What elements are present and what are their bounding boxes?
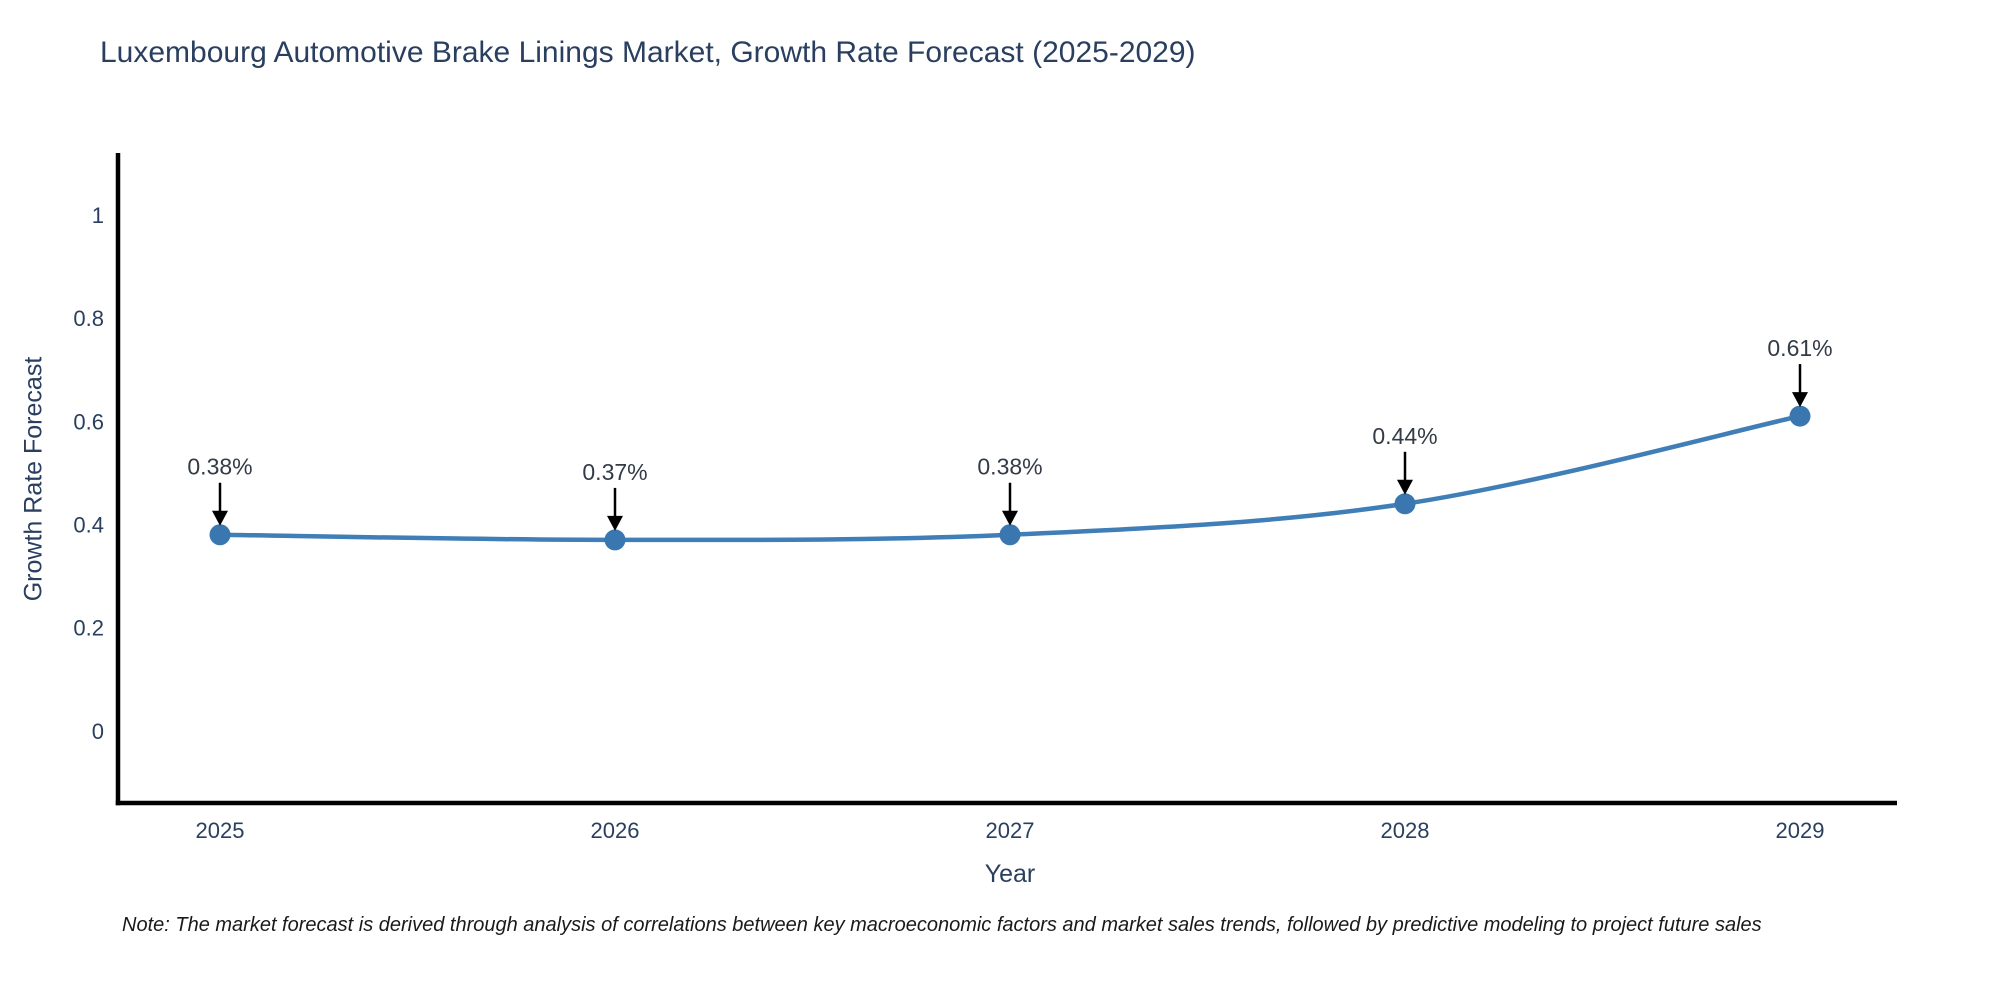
y-tick-label: 0.2 bbox=[73, 616, 104, 641]
annotation-arrowhead bbox=[212, 510, 228, 526]
data-point-label: 0.61% bbox=[1767, 335, 1832, 361]
data-point-marker[interactable] bbox=[999, 524, 1021, 546]
data-point-marker[interactable] bbox=[604, 529, 626, 551]
annotation-arrowhead bbox=[1792, 392, 1808, 408]
data-point-label: 0.37% bbox=[582, 459, 647, 485]
annotation-arrowhead bbox=[1002, 510, 1018, 526]
y-tick-label: 0.6 bbox=[73, 409, 104, 434]
y-tick-label: 0.8 bbox=[73, 306, 104, 331]
x-tick-label: 2028 bbox=[1381, 818, 1430, 843]
x-axis-title: Year bbox=[984, 860, 1036, 888]
y-tick-label: 0.4 bbox=[73, 512, 104, 537]
data-point-label: 0.44% bbox=[1372, 423, 1437, 449]
data-point-marker[interactable] bbox=[209, 524, 231, 546]
y-tick-label: 0 bbox=[92, 719, 104, 744]
footnote: Note: The market forecast is derived thr… bbox=[122, 914, 1762, 936]
annotation-arrowhead bbox=[607, 515, 623, 531]
y-tick-label: 1 bbox=[92, 203, 104, 228]
chart-title: Luxembourg Automotive Brake Linings Mark… bbox=[100, 36, 1196, 69]
x-tick-label: 2029 bbox=[1776, 818, 1825, 843]
annotation-arrowhead bbox=[1397, 479, 1413, 495]
data-point-label: 0.38% bbox=[977, 454, 1042, 480]
x-tick-label: 2027 bbox=[986, 818, 1035, 843]
data-point-marker[interactable] bbox=[1789, 405, 1811, 427]
x-tick-label: 2026 bbox=[591, 818, 640, 843]
data-point-marker[interactable] bbox=[1394, 493, 1416, 515]
data-point-label: 0.38% bbox=[187, 454, 252, 480]
x-tick-label: 2025 bbox=[196, 818, 245, 843]
